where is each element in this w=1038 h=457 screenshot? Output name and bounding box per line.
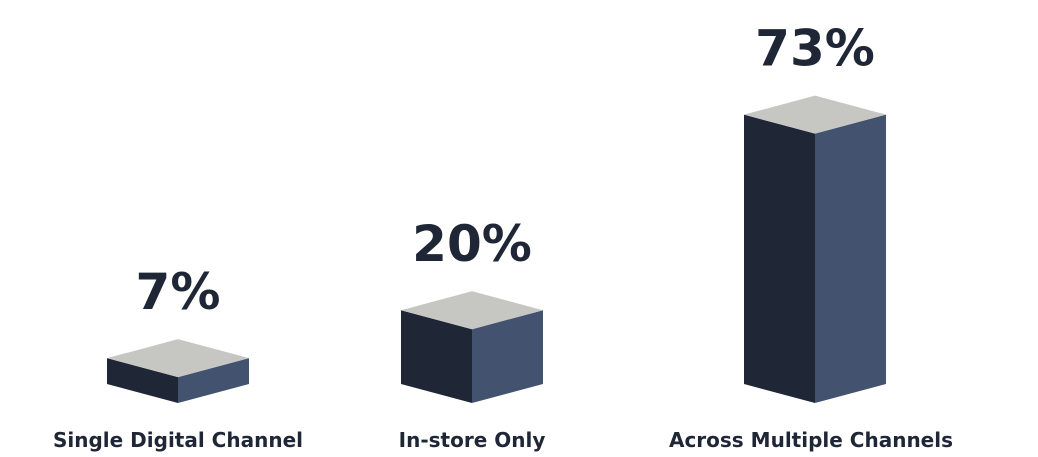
category-label: Single Digital Channel bbox=[53, 428, 303, 452]
data-label: 7% bbox=[136, 263, 221, 321]
data-label: 73% bbox=[755, 20, 875, 78]
bar-front-face bbox=[401, 310, 472, 403]
category-label: In-store Only bbox=[399, 428, 546, 452]
bar-side-face bbox=[178, 358, 249, 403]
bar-side-face bbox=[472, 310, 543, 403]
category-label: Across Multiple Channels bbox=[669, 428, 953, 452]
bar-top-face bbox=[744, 95, 886, 134]
bar-front-face bbox=[107, 358, 178, 403]
bar-group: 7% Single Digital Channel bbox=[53, 263, 303, 452]
bar-group: 20% In-store Only bbox=[399, 215, 546, 452]
bar-side-face bbox=[815, 114, 886, 403]
bar-top-face bbox=[401, 291, 543, 330]
bar-top-face bbox=[107, 339, 249, 378]
data-label: 20% bbox=[412, 215, 532, 273]
bar-front-face bbox=[744, 114, 815, 403]
bar-group: 73% Across Multiple Channels bbox=[669, 20, 953, 452]
